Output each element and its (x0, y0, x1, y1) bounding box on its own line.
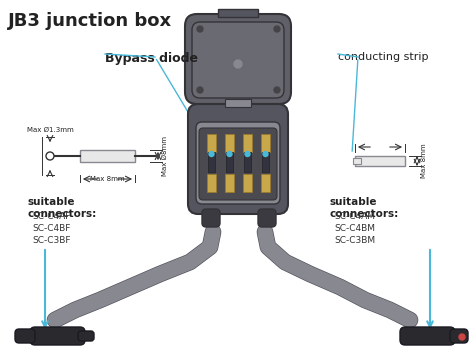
Bar (207, 174, 216, 192)
Bar (262, 152, 269, 172)
Text: SC-C4AM: SC-C4AM (334, 212, 375, 221)
FancyBboxPatch shape (450, 329, 468, 343)
Bar (218, 9, 258, 17)
Bar (80, 150, 135, 162)
Circle shape (459, 334, 465, 340)
Text: SC-C3BF: SC-C3BF (32, 236, 71, 245)
Text: SC-C4AF: SC-C4AF (32, 212, 70, 221)
Bar (244, 152, 251, 172)
Text: Max 8mm: Max 8mm (90, 176, 124, 182)
Text: suitable
connectors:: suitable connectors: (28, 197, 97, 219)
Bar (243, 134, 252, 152)
Bar (208, 152, 215, 172)
Bar (225, 174, 234, 192)
FancyBboxPatch shape (185, 14, 291, 104)
Text: Max 8mm: Max 8mm (421, 144, 427, 178)
FancyBboxPatch shape (202, 209, 220, 227)
Circle shape (263, 152, 268, 156)
FancyBboxPatch shape (192, 22, 284, 98)
FancyBboxPatch shape (258, 209, 276, 227)
Bar (353, 158, 361, 164)
FancyBboxPatch shape (15, 329, 35, 343)
Bar (225, 134, 234, 152)
Text: Bypass diode: Bypass diode (105, 52, 198, 65)
FancyBboxPatch shape (188, 104, 288, 214)
Circle shape (227, 152, 232, 156)
Bar (225, 99, 251, 107)
Circle shape (234, 60, 242, 68)
FancyBboxPatch shape (199, 128, 277, 200)
Circle shape (209, 152, 214, 156)
FancyBboxPatch shape (78, 331, 94, 341)
Text: Max Ø8mm: Max Ø8mm (162, 136, 168, 176)
Circle shape (197, 26, 203, 32)
Bar (355, 156, 405, 166)
Bar (261, 174, 270, 192)
Circle shape (274, 26, 280, 32)
Bar (226, 152, 233, 172)
Text: SC-C3BM: SC-C3BM (334, 236, 375, 245)
Circle shape (46, 152, 54, 160)
Bar (243, 174, 252, 192)
Text: conducting strip: conducting strip (338, 52, 428, 62)
Bar (261, 134, 270, 152)
Circle shape (197, 87, 203, 93)
Text: JB3 junction box: JB3 junction box (8, 12, 172, 30)
Text: Max Ø1.3mm: Max Ø1.3mm (27, 127, 73, 133)
Text: suitable
connectors:: suitable connectors: (330, 197, 399, 219)
Text: SC-C4BF: SC-C4BF (32, 224, 70, 233)
Polygon shape (208, 214, 213, 242)
FancyBboxPatch shape (400, 327, 455, 345)
Circle shape (245, 152, 250, 156)
Text: SC-C4BM: SC-C4BM (334, 224, 375, 233)
FancyBboxPatch shape (196, 122, 280, 204)
FancyBboxPatch shape (30, 327, 85, 345)
Circle shape (274, 87, 280, 93)
Bar (207, 134, 216, 152)
